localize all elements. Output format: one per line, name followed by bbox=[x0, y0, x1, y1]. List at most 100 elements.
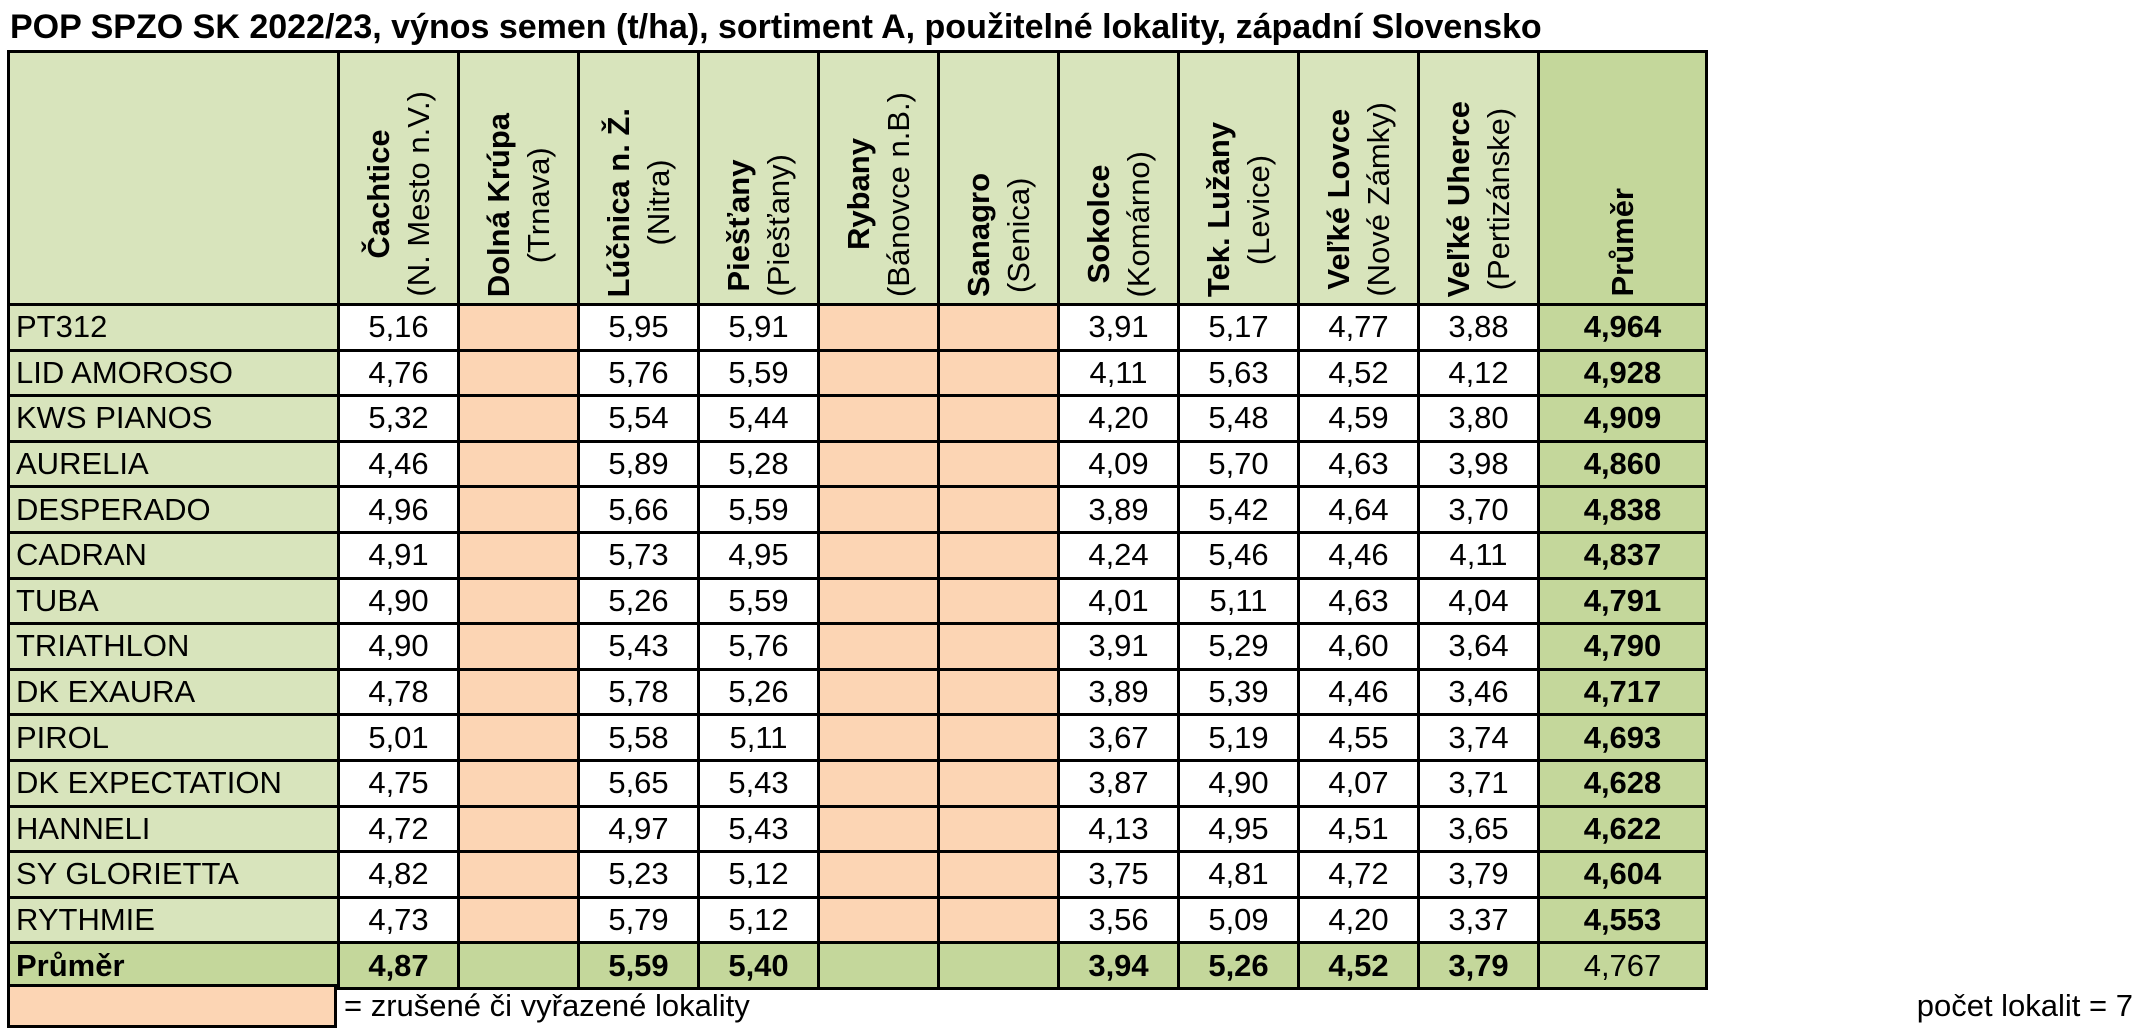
yield-cell: 5,79 bbox=[577, 895, 700, 945]
yield-cell: 5,11 bbox=[1177, 576, 1300, 626]
excluded-cell bbox=[817, 576, 940, 626]
excluded-cell bbox=[937, 576, 1060, 626]
yield-cell: 5,17 bbox=[1177, 303, 1300, 352]
yield-cell: 4,72 bbox=[1297, 850, 1420, 899]
yield-cell: 5,76 bbox=[697, 622, 820, 671]
yield-cell: 4,46 bbox=[1297, 530, 1420, 580]
excluded-cell bbox=[937, 303, 1060, 352]
yield-cell: 4,96 bbox=[337, 485, 460, 534]
location-name: Sokolce bbox=[1080, 164, 1116, 284]
yield-cell: 4,95 bbox=[697, 530, 820, 580]
yield-cell: 5,59 bbox=[697, 485, 820, 534]
variety-name: KWS PIANOS bbox=[7, 394, 340, 443]
yield-cell: 4,07 bbox=[1297, 758, 1420, 808]
variety-name: TRIATHLON bbox=[7, 622, 340, 671]
yield-cell: 4,97 bbox=[577, 804, 700, 854]
average-cell: 4,604 bbox=[1537, 850, 1708, 899]
variety-name: LID AMOROSO bbox=[7, 348, 340, 398]
column-header: Veľké Lovce (Nové Zámky) bbox=[1297, 50, 1420, 306]
yield-cell: 5,43 bbox=[697, 804, 820, 854]
legend-text: = zrušené či vyřazené lokality bbox=[344, 988, 750, 1023]
variety-name: AURELIA bbox=[7, 439, 340, 489]
excluded-cell bbox=[457, 895, 580, 945]
yield-cell: 3,56 bbox=[1057, 895, 1180, 945]
average-header-label: Průměr bbox=[1603, 188, 1643, 297]
excluded-cell bbox=[817, 758, 940, 808]
yield-cell: 4,59 bbox=[1297, 394, 1420, 443]
excluded-cell bbox=[817, 713, 940, 762]
yield-cell: 5,26 bbox=[1177, 941, 1300, 990]
yield-cell: 5,09 bbox=[1177, 895, 1300, 945]
excluded-cell bbox=[817, 667, 940, 717]
yield-cell: 4,09 bbox=[1057, 439, 1180, 489]
excluded-cell bbox=[457, 439, 580, 489]
variety-name: DESPERADO bbox=[7, 485, 340, 534]
yield-cell: 4,78 bbox=[337, 667, 460, 717]
table-row: DESPERADO 4,96 5,66 5,59 3,89 5,42 4,64 3,70 4,8… bbox=[7, 485, 1708, 534]
average-cell: 4,837 bbox=[1537, 530, 1708, 580]
yield-cell: 3,91 bbox=[1057, 622, 1180, 671]
excluded-cell bbox=[937, 530, 1060, 580]
yield-cell: 4,82 bbox=[337, 850, 460, 899]
excluded-cell bbox=[457, 303, 580, 352]
variety-name: HANNELI bbox=[7, 804, 340, 854]
location-district: (Piešťany) bbox=[760, 154, 796, 297]
yield-cell: 5,43 bbox=[697, 758, 820, 808]
table-row: KWS PIANOS 5,32 5,54 5,44 4,20 5,48 4,59 3,80 4,… bbox=[7, 394, 1708, 443]
excluded-cell bbox=[937, 804, 1060, 854]
location-district: (Trnava) bbox=[520, 146, 556, 263]
yield-cell: 5,73 bbox=[577, 530, 700, 580]
column-header-label: Čachtice (N. Mesto n.V.) bbox=[359, 91, 439, 297]
location-district: (Levice) bbox=[1240, 154, 1276, 265]
yield-cell: 3,70 bbox=[1417, 485, 1540, 534]
column-header: Sokolce (Komárno) bbox=[1057, 50, 1180, 306]
yield-cell: 3,91 bbox=[1057, 303, 1180, 352]
table-row: TUBA 4,90 5,26 5,59 4,01 5,11 4,63 4,04 4,791 bbox=[7, 576, 1708, 626]
yield-cell: 5,58 bbox=[577, 713, 700, 762]
location-district: (Senica) bbox=[1000, 177, 1036, 293]
excluded-cell bbox=[817, 303, 940, 352]
column-header: Veľké Uherce (Pertizánske) bbox=[1417, 50, 1540, 306]
column-header-label: Tek. Lužany (Levice) bbox=[1199, 122, 1279, 297]
average-cell: 4,767 bbox=[1537, 941, 1708, 990]
yield-cell: 3,64 bbox=[1417, 622, 1540, 671]
yield-cell: 4,81 bbox=[1177, 850, 1300, 899]
yield-cell: 4,77 bbox=[1297, 303, 1420, 352]
yield-cell: 4,64 bbox=[1297, 485, 1420, 534]
yield-cell: 3,89 bbox=[1057, 485, 1180, 534]
yield-cell: 4,20 bbox=[1297, 895, 1420, 945]
yield-cell: 4,72 bbox=[337, 804, 460, 854]
yield-cell: 5,19 bbox=[1177, 713, 1300, 762]
average-cell: 4,964 bbox=[1537, 303, 1708, 352]
yield-cell: 4,60 bbox=[1297, 622, 1420, 671]
yield-cell: 5,91 bbox=[697, 303, 820, 352]
excluded-cell bbox=[817, 348, 940, 398]
yield-cell: 5,01 bbox=[337, 713, 460, 762]
table-row: DK EXPECTATION 4,75 5,65 5,43 3,87 4,90 4,07 3,… bbox=[7, 758, 1708, 808]
excluded-cell bbox=[817, 850, 940, 899]
yield-cell: 4,13 bbox=[1057, 804, 1180, 854]
excluded-cell bbox=[457, 804, 580, 854]
excluded-cell bbox=[937, 394, 1060, 443]
table-row: DK EXAURA 4,78 5,78 5,26 3,89 5,39 4,46 3,46 4,7… bbox=[7, 667, 1708, 717]
yield-cell: 5,32 bbox=[337, 394, 460, 443]
variety-name: TUBA bbox=[7, 576, 340, 626]
location-count: počet lokalit = 7 bbox=[1916, 988, 2133, 1023]
location-district: (Nitra) bbox=[640, 159, 676, 246]
table-row: LID AMOROSO 4,76 5,76 5,59 4,11 5,63 4,52 4,12 4… bbox=[7, 348, 1708, 398]
excluded-cell bbox=[937, 713, 1060, 762]
yield-cell: 5,54 bbox=[577, 394, 700, 443]
location-name: Piešťany bbox=[720, 159, 756, 292]
yield-cell: 5,46 bbox=[1177, 530, 1300, 580]
variety-name: PT312 bbox=[7, 303, 340, 352]
column-header: Sanagro (Senica) bbox=[937, 50, 1060, 306]
yield-cell: 4,46 bbox=[1297, 667, 1420, 717]
yield-cell: 5,59 bbox=[697, 348, 820, 398]
excluded-cell bbox=[937, 439, 1060, 489]
yield-cell: 4,11 bbox=[1417, 530, 1540, 580]
yield-cell: 5,23 bbox=[577, 850, 700, 899]
location-district: (Bánovce n.B.) bbox=[880, 91, 916, 297]
table-row: TRIATHLON 4,90 5,43 5,76 3,91 5,29 4,60 3,64 4,7… bbox=[7, 622, 1708, 671]
yield-cell: 4,90 bbox=[337, 576, 460, 626]
yield-cell: 3,75 bbox=[1057, 850, 1180, 899]
